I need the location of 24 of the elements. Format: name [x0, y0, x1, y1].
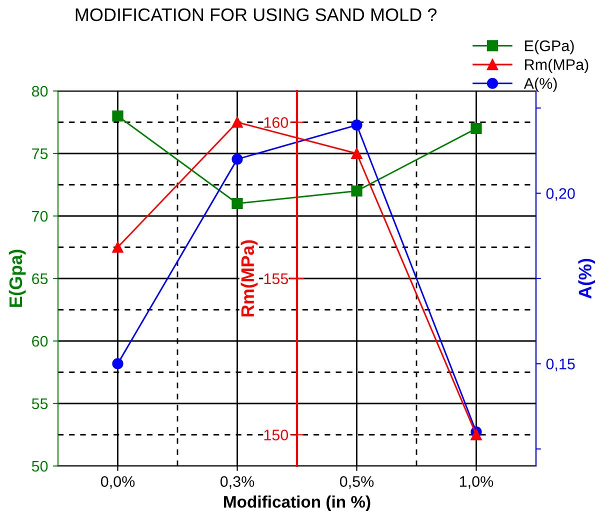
legend-label: Rm(MPa) — [525, 58, 588, 74]
legend-label: A(%) — [524, 78, 557, 92]
y-tick-label: 55 — [32, 398, 48, 410]
y-tick-label: 65 — [32, 273, 48, 284]
x-tick-label: 1,0% — [460, 476, 494, 489]
y3-axis-title: Rm(MPa) — [240, 240, 258, 316]
y2-tick-label: 0,20 — [546, 188, 575, 201]
y-tick-label: 80 — [32, 86, 48, 97]
chart-title: MODIFICATION FOR USING SAND MOLD ? — [76, 8, 437, 22]
x-tick-label: 0,3% — [220, 476, 254, 489]
y3-tick-label: 155 — [264, 274, 288, 284]
y-axis-title: E(Gpa) — [8, 250, 26, 307]
y-tick-label: 70 — [32, 210, 48, 222]
x-axis-title: Modification (in %) — [224, 496, 370, 512]
legend-label: E(GPa) — [525, 40, 574, 54]
y3-tick-label: 150 — [264, 430, 288, 440]
y-tick-label: 50 — [32, 460, 48, 472]
x-tick-label: 0,0% — [100, 476, 135, 489]
y2-axis-title: A(%) — [578, 258, 596, 299]
y2-tick-label: 0,15 — [546, 358, 575, 372]
y-tick-label: 60 — [32, 336, 48, 347]
y3-tick-label: 160 — [264, 117, 288, 128]
x-tick-label: 0,5% — [340, 476, 374, 489]
y-tick-label: 75 — [32, 148, 48, 160]
